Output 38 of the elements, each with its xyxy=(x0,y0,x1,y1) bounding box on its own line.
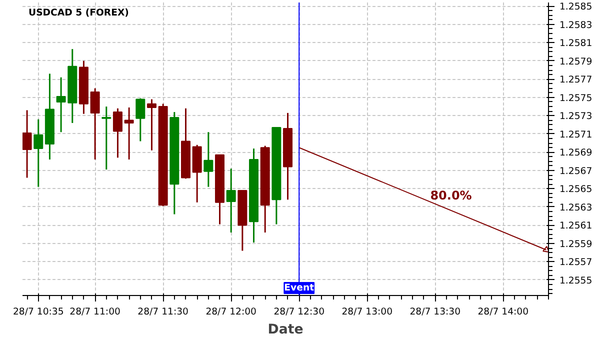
y-tick-label: 1.2583 xyxy=(560,20,592,31)
y-tick-label: 1.2561 xyxy=(560,220,592,232)
annotation: 80.0% xyxy=(430,188,472,203)
candlestick xyxy=(34,118,44,188)
candlestick xyxy=(204,131,214,188)
y-tick-label: 1.2573 xyxy=(560,111,592,122)
y-tick-label: 1.2567 xyxy=(560,166,592,177)
y-tick-label: 1.2559 xyxy=(560,238,592,250)
y-tick-label: 1.2565 xyxy=(560,184,592,196)
x-tick-label: 28/7 12:30 xyxy=(274,306,325,318)
candlestick xyxy=(102,106,112,170)
candlestick xyxy=(112,108,122,158)
candlestick xyxy=(226,168,236,234)
x-tick-label: 28/7 14:00 xyxy=(478,306,529,318)
x-axis-title: Date xyxy=(268,322,304,338)
candlestick xyxy=(22,109,32,178)
x-tick-label: 28/7 13:00 xyxy=(342,306,393,318)
candlestick xyxy=(136,98,146,142)
y-tick-label: 1.2571 xyxy=(560,129,592,140)
y-tick-label: 1.2585 xyxy=(560,2,592,13)
ref-line-label: Event xyxy=(284,282,315,294)
candlestick xyxy=(90,88,100,160)
x-tick-label: 28/7 13:30 xyxy=(410,306,461,318)
candlestick xyxy=(146,98,156,152)
y-tick-label: 1.2577 xyxy=(560,74,592,86)
x-tick-label: 28/7 11:00 xyxy=(70,306,121,318)
y-tick-label: 1.2557 xyxy=(560,257,592,268)
y-tick-label: 1.2569 xyxy=(560,148,592,159)
y-tick-label: 1.2579 xyxy=(560,56,592,68)
y-tick-label: 1.2555 xyxy=(560,275,592,286)
candlestick xyxy=(124,106,134,160)
x-tick-label: 28/7 11:30 xyxy=(138,306,189,318)
y-tick-label: 1.2581 xyxy=(560,38,592,50)
x-tick-label: 28/7 12:00 xyxy=(206,306,257,318)
y-tick-label: 1.2575 xyxy=(560,92,592,104)
x-tick-label: 28/7 10:35 xyxy=(12,306,64,318)
y-tick-label: 1.2563 xyxy=(560,202,592,214)
text: USDCAD 5 (FOREX) xyxy=(28,8,129,18)
